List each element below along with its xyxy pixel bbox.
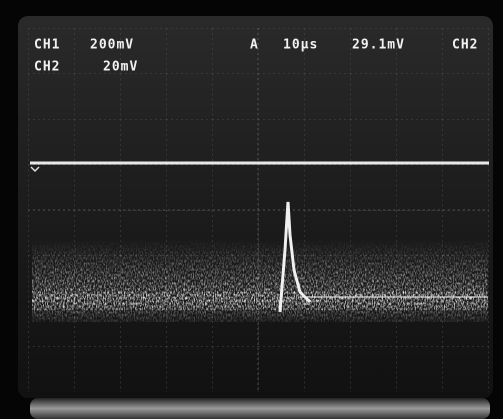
- timebase: 10µs: [283, 38, 318, 53]
- ch1-label: CH1: [34, 38, 60, 53]
- ch2-spike: [278, 201, 312, 313]
- ch2-trace-core: [32, 292, 488, 310]
- trigger-mode: A: [250, 38, 259, 53]
- ch1-scale: 200mV: [90, 38, 134, 53]
- ch2-scale: 20mV: [103, 60, 138, 75]
- trigger-level: 29.1mV: [352, 38, 405, 53]
- trigger-source: CH2: [452, 38, 478, 53]
- ch2-label: CH2: [34, 60, 60, 75]
- bezel-edge: [30, 398, 490, 419]
- ch1-marker: [30, 166, 40, 173]
